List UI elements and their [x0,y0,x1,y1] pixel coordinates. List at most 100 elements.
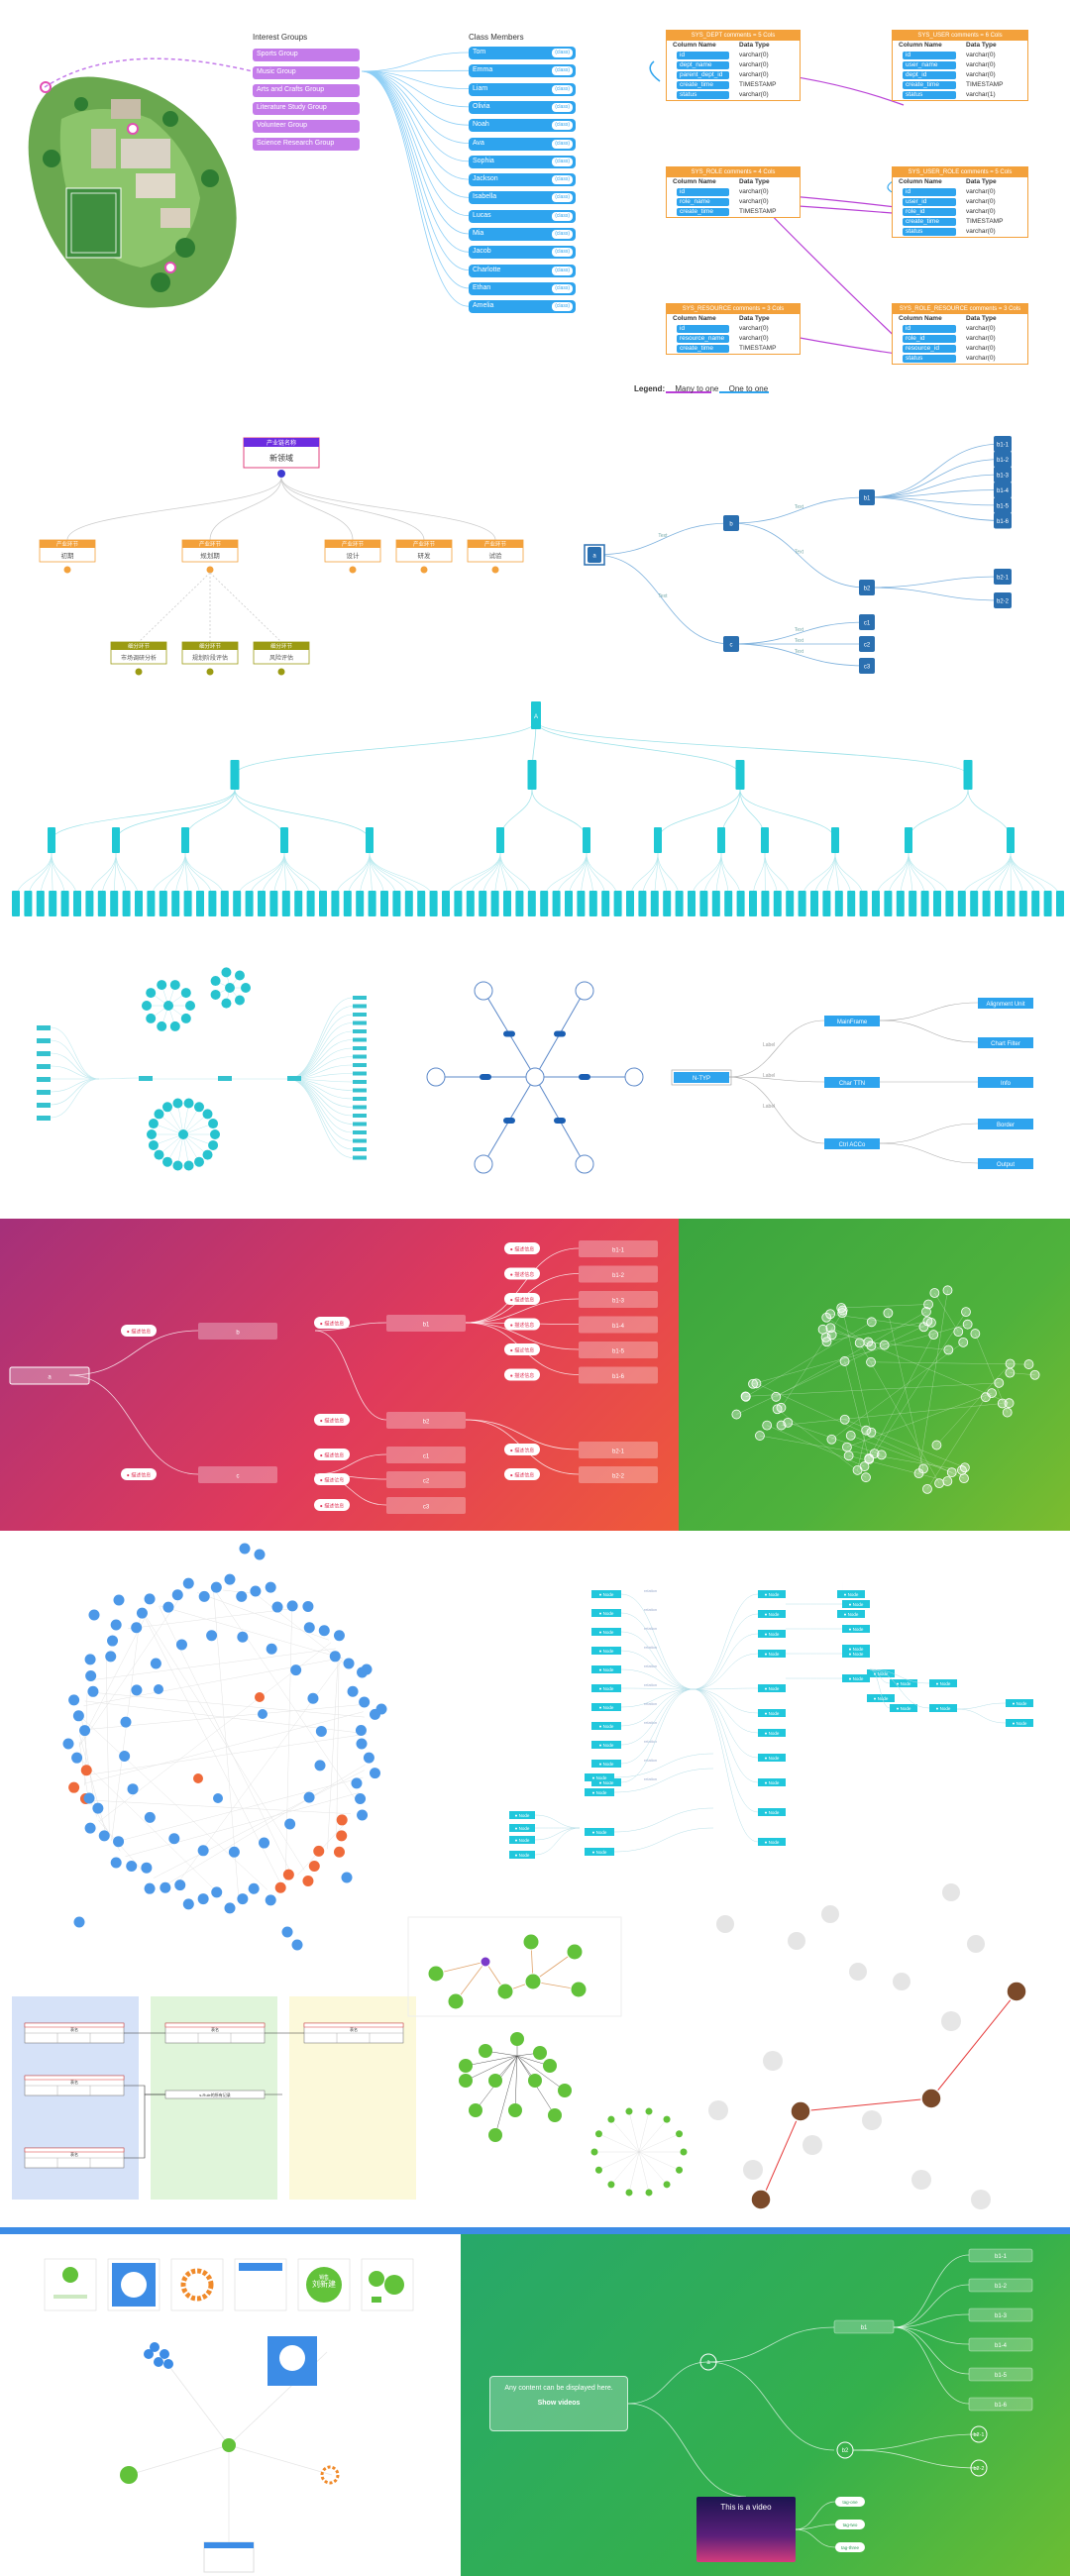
interest-group-item[interactable]: Sports Group [253,49,360,61]
er-table-row[interactable]: user_name varchar(0) [893,60,1027,70]
er-table-row[interactable]: resource_id varchar(0) [893,344,1027,354]
er-table-row[interactable]: role_id varchar(0) [893,207,1027,217]
edge [728,1076,825,1144]
wide-tree-leaf [479,891,487,916]
class-member-item[interactable]: Noah (class) [469,119,576,133]
edge-label: Label [763,1104,775,1110]
wide-tree-leaf [699,891,708,916]
edge [893,2326,970,2345]
er-table-row[interactable]: id varchar(0) [667,51,800,60]
tree-node-label: a [592,554,596,560]
left-leaf [37,1038,51,1043]
org-root-name: 新领域 [269,453,293,463]
show-videos-button[interactable]: Show videos [537,2400,581,2407]
col-type-header: Data Type [966,42,997,49]
interest-group-item[interactable]: Music Group [253,66,360,79]
graph-node [883,1308,894,1319]
edge [159,1606,294,1878]
member-tag: (class) [552,49,573,57]
edge [234,789,371,841]
org-l2-head [254,642,309,650]
cluster-node [221,998,232,1009]
edge [138,572,211,643]
graph-node [866,1427,877,1438]
er-table-row[interactable]: status varchar(0) [667,90,800,100]
class-member-item[interactable]: Jackson (class) [469,173,576,187]
er-table-row[interactable]: parent_dept_id varchar(0) [667,70,800,80]
edge [627,2403,747,2498]
info-panel[interactable]: Any content can be displayed here. Show … [489,2376,628,2431]
edge [926,1397,987,1489]
class-member-item[interactable]: Emma (class) [469,64,576,78]
er-table-row[interactable]: status varchar(1) [893,90,1027,100]
er-table-row[interactable]: user_id varchar(0) [893,197,1027,207]
interest-group-item[interactable]: Science Research Group [253,138,360,151]
interest-group-item[interactable]: Volunteer Group [253,120,360,133]
er-table-row[interactable]: id varchar(0) [667,187,800,197]
interest-group-item[interactable]: Arts and Crafts Group [253,84,360,97]
expand-icon [277,668,285,676]
er-table-row[interactable]: status varchar(0) [893,227,1027,237]
wide-tree-leaf [761,891,770,916]
tree-node-label: b1-5 [997,504,1010,510]
class-member-item[interactable]: Lucas (class) [469,209,576,223]
class-member-item[interactable]: Olivia (class) [469,100,576,114]
er-table-row[interactable]: create_time TIMESTAMP [667,344,800,354]
er-table-row[interactable]: create_time TIMESTAMP [893,80,1027,90]
l2-node [968,2367,1033,2382]
er-table-row[interactable]: role_id varchar(0) [893,334,1027,344]
edge-tag-label: ● 描述信息 [510,1347,534,1354]
class-member-item[interactable]: Ava (class) [469,137,576,151]
flow-mid [585,1773,614,1781]
wide-tree-leaf [577,891,586,916]
class-member-item[interactable]: Ethan (class) [469,281,576,295]
flow-mid-label: ● Node [592,1830,607,1835]
er-table-row[interactable]: id varchar(0) [893,187,1027,197]
mid-root [674,1072,729,1083]
class-member-item[interactable]: Jacob (class) [469,246,576,260]
graph-node [1002,1407,1013,1418]
class-member-item[interactable]: Liam (class) [469,82,576,96]
er-col-name: create_time [893,80,960,90]
legend-many: Many to one [675,384,719,393]
edge [627,2361,709,2405]
er-table-row[interactable]: dept_name varchar(0) [667,60,800,70]
mid-l1-node [824,1016,880,1026]
er-table-row[interactable]: create_time TIMESTAMP [667,207,800,217]
edge [620,1650,695,1690]
er-table-row[interactable]: status varchar(0) [893,354,1027,364]
class-member-item[interactable]: Charlotte (class) [469,264,576,277]
group-member-link [361,70,470,235]
edge [50,1078,100,1093]
class-member-item[interactable]: Sophia (class) [469,155,576,168]
er-table-row[interactable]: id varchar(0) [893,324,1027,334]
class-member-item[interactable]: Amelia (class) [469,300,576,314]
group-member-link [361,70,470,270]
er-table-row[interactable]: dept_id varchar(0) [893,70,1027,80]
er-table-row[interactable]: create_time TIMESTAMP [893,217,1027,227]
er-table-row[interactable]: create_time TIMESTAMP [667,80,800,90]
tree-node [994,436,1012,452]
tree-node [994,451,1012,468]
interest-group-item[interactable]: Literature Study Group [253,102,360,115]
org-l2-head [111,642,166,650]
er-table-row[interactable]: role_name varchar(0) [667,197,800,207]
red-edge [762,2110,802,2199]
er-table-row[interactable]: resource_name varchar(0) [667,334,800,344]
class-member-item[interactable]: Tom (class) [469,47,576,59]
er-table-row[interactable]: id varchar(0) [893,51,1027,60]
ring-node [224,1573,236,1585]
wide-tree-leaf [1018,891,1027,916]
class-member-item[interactable]: Isabella (class) [469,191,576,205]
group-member-link [361,70,470,217]
class-member-item[interactable]: Mia (class) [469,228,576,241]
er-table-row[interactable]: id varchar(0) [667,324,800,334]
er-col-type: varchar(0) [739,198,769,205]
ring-node [162,1601,174,1613]
blue-dot [150,2342,160,2352]
cluster-node [183,1160,194,1171]
avatar-faint [942,1883,960,1901]
right-leaf [353,1088,367,1093]
video-thumb[interactable]: This is a video [696,2497,796,2562]
edge [728,1020,825,1078]
